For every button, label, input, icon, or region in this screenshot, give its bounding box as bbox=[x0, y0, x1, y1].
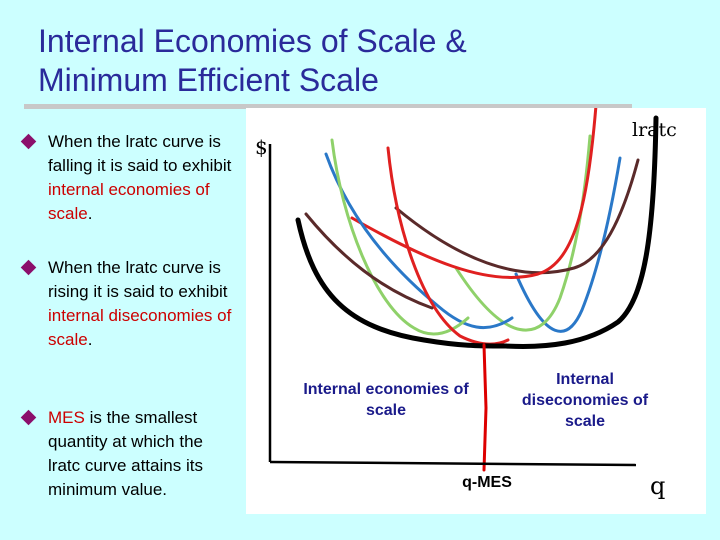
title-divider bbox=[24, 104, 632, 109]
mes-line bbox=[482, 343, 488, 472]
x-axis-label: q bbox=[650, 472, 665, 500]
curve-brown-left bbox=[304, 212, 434, 310]
label-q-mes: q-MES bbox=[462, 474, 512, 491]
diamond-bullet-icon bbox=[20, 409, 37, 426]
diamond-bullet-icon bbox=[20, 133, 37, 150]
label-internal-economies: Internal economies of scale bbox=[303, 381, 469, 419]
curve-red-right bbox=[350, 108, 598, 279]
lratc-graph: $ q lratc Internal economies of scale In… bbox=[246, 108, 706, 514]
graph-drawing: $ q lratc bbox=[255, 108, 677, 500]
curve-blue-right bbox=[514, 156, 622, 333]
bullet-1-end: . bbox=[87, 204, 93, 223]
curve-green-left bbox=[330, 138, 470, 336]
bullet-3-end: is the smallest quantity at which the lr… bbox=[48, 408, 203, 499]
slide-title: Internal Economies of Scale & Minimum Ef… bbox=[38, 22, 598, 100]
bullet-2-text: When the lratc curve is rising it is sai… bbox=[48, 258, 228, 301]
y-axis-label: $ bbox=[255, 135, 268, 159]
diamond-bullet-icon bbox=[20, 259, 37, 276]
bullet-mes: MES is the smallest quantity at which th… bbox=[20, 406, 238, 502]
curve-green-right bbox=[454, 134, 592, 332]
lratc-curve bbox=[295, 115, 659, 349]
bullet-3-highlight: MES bbox=[48, 408, 85, 427]
label-internal-diseconomies: Internal diseconomies of scale bbox=[521, 371, 649, 430]
x-axis bbox=[269, 460, 637, 467]
bullet-1-text: When the lratc curve is falling it is sa… bbox=[48, 132, 232, 175]
bullet-1-highlight: internal economies of scale bbox=[48, 180, 210, 223]
bullet-diseconomies: When the lratc curve is rising it is sai… bbox=[20, 256, 238, 352]
title-line-2: Minimum Efficient Scale bbox=[38, 62, 379, 98]
bullet-2-highlight: internal diseconomies of scale bbox=[48, 306, 232, 349]
lratc-label: lratc bbox=[632, 119, 677, 141]
bullet-economies: When the lratc curve is falling it is sa… bbox=[20, 130, 238, 226]
curve-brown-right bbox=[394, 158, 640, 275]
bullet-2-end: . bbox=[87, 330, 93, 349]
title-line-1: Internal Economies of Scale & bbox=[38, 23, 467, 59]
